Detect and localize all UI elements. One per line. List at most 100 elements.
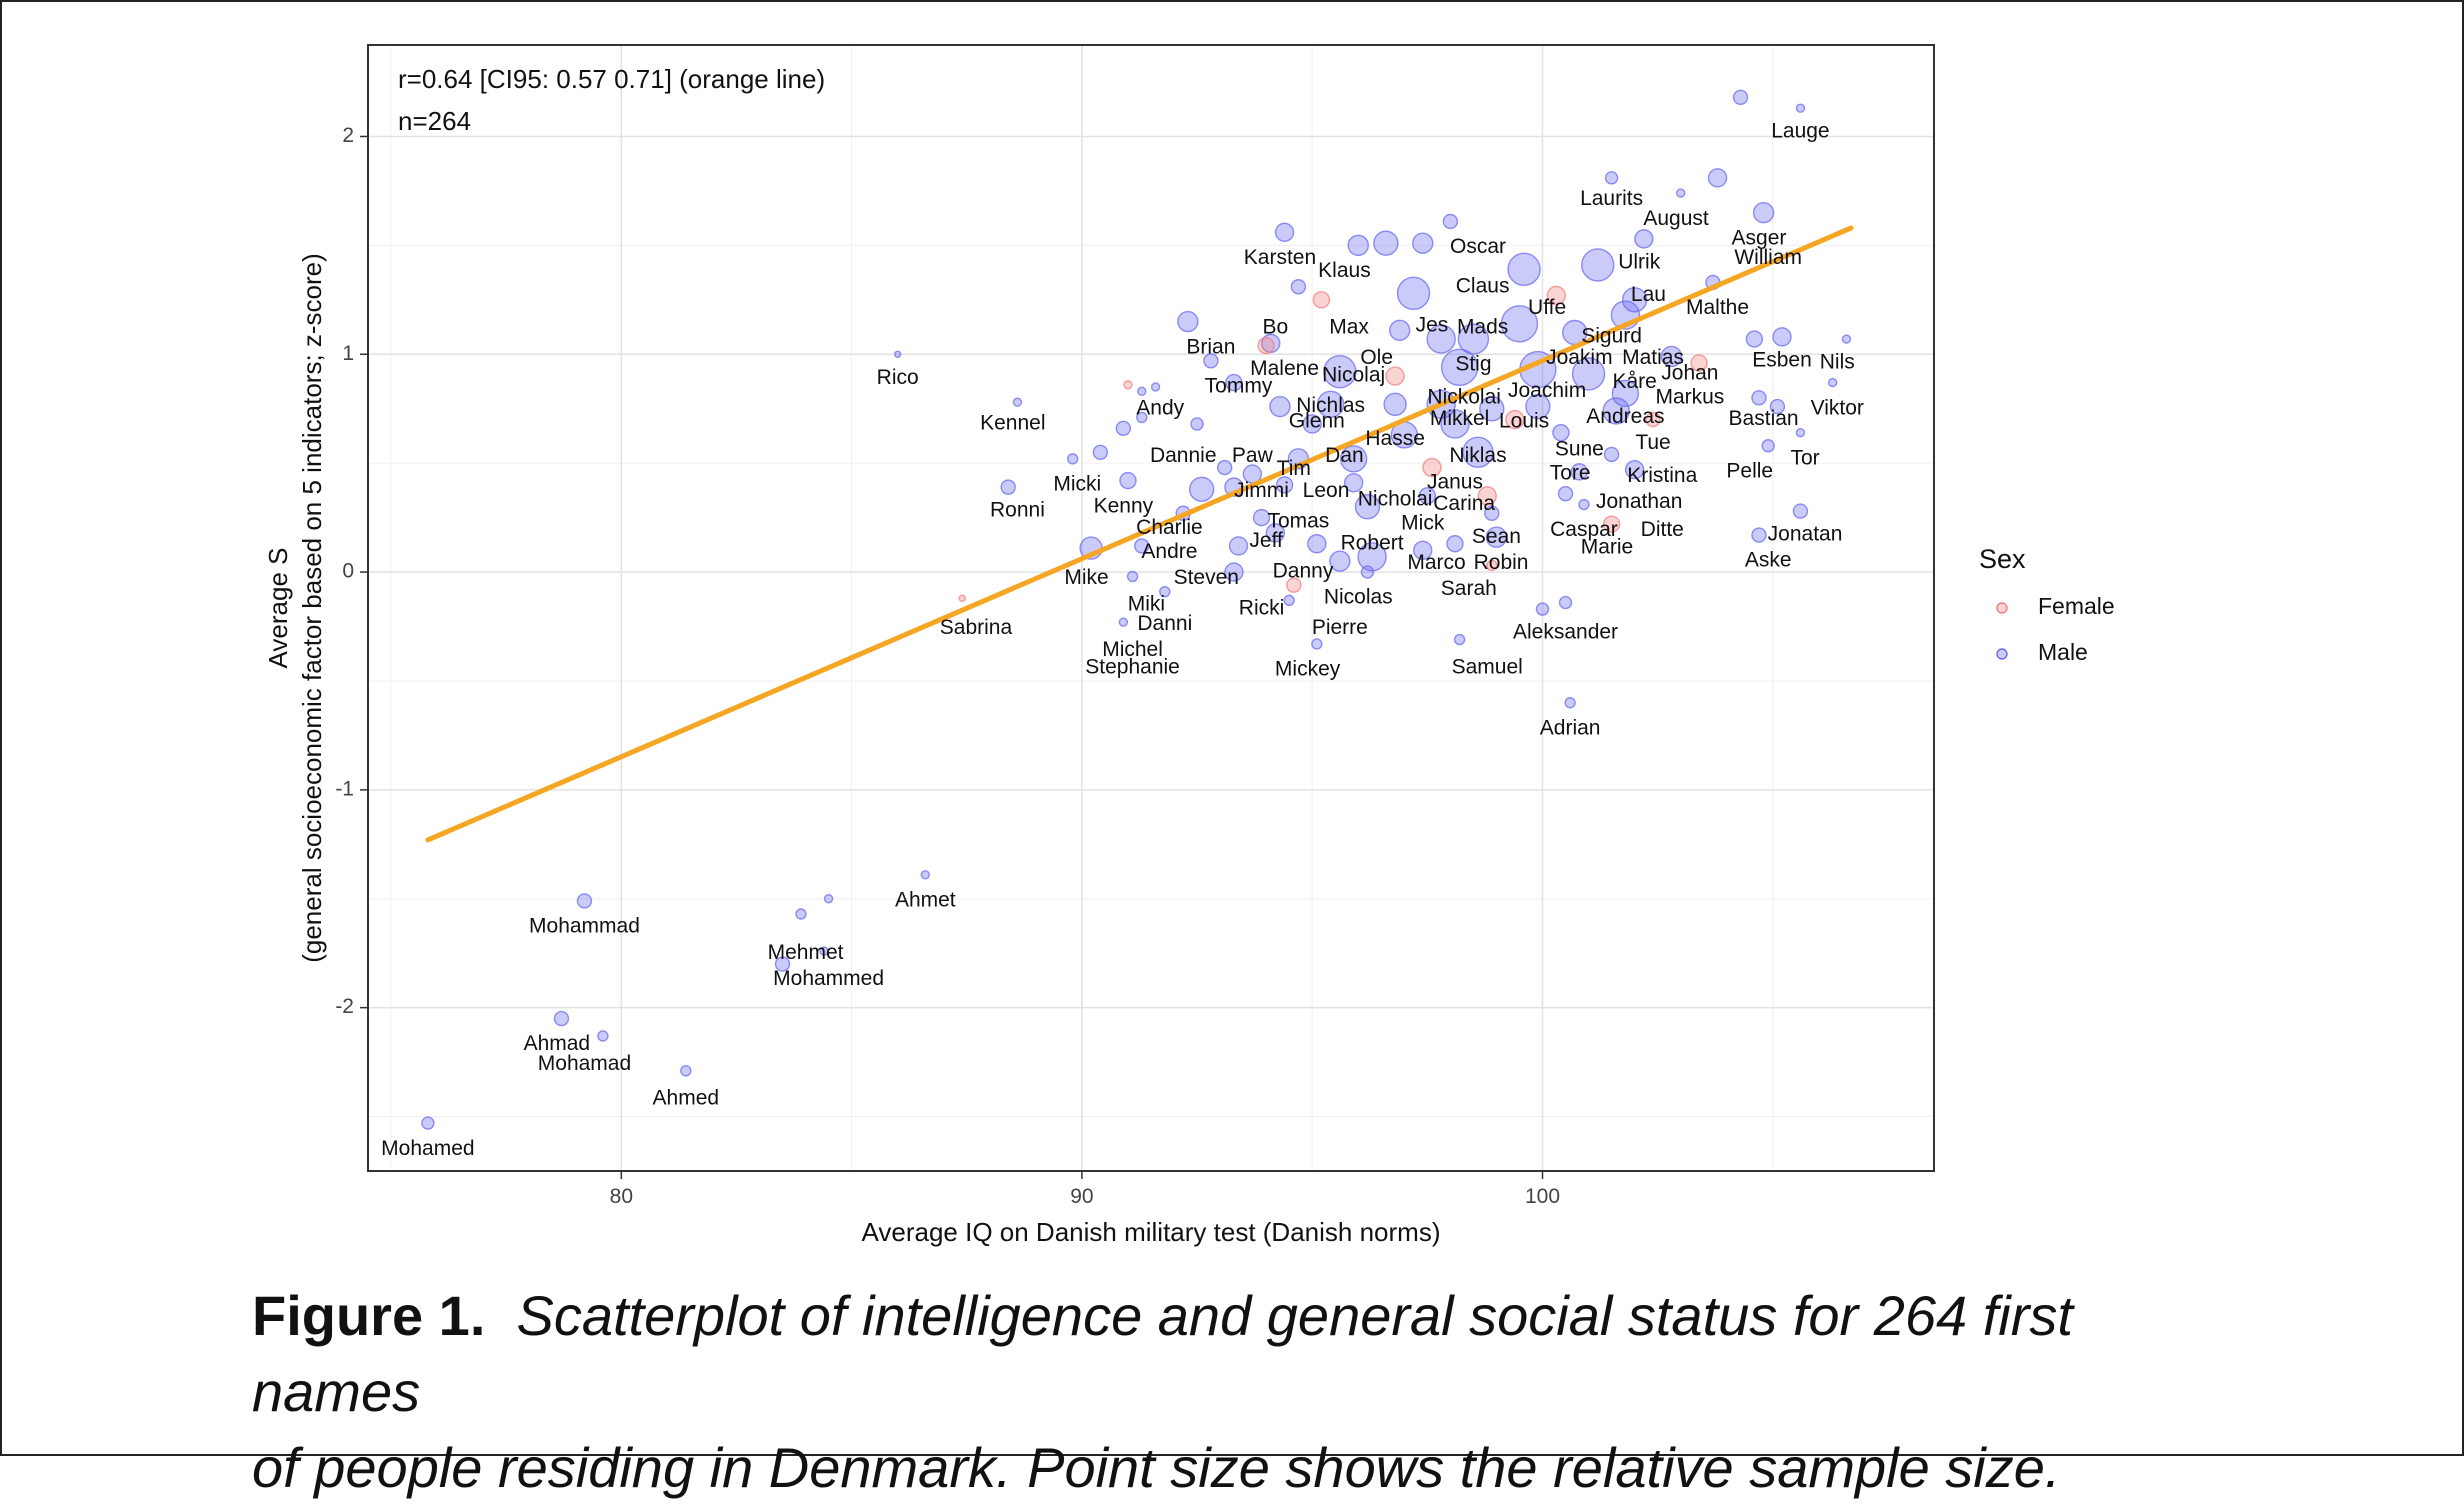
point-label: Kennel [980,412,1045,435]
point-label: Ricki [1239,597,1285,620]
point-label: Dan [1325,444,1364,467]
axis-ticks: 80 90 100 -2 -1 0 1 2 [335,124,1560,1208]
data-point [1203,353,1219,369]
data-point [1442,213,1459,230]
legend-swatch [1996,648,2008,660]
y-axis-title: Average S [263,548,293,669]
data-point [1603,446,1620,463]
point-label: Jonathan [1596,490,1682,513]
data-point [1611,379,1640,408]
data-point [1564,697,1576,709]
data-point [1761,439,1775,453]
point-label: Andy [1136,396,1184,419]
data-point [1119,471,1137,490]
data-point [1558,595,1573,610]
data-point [1602,515,1621,533]
data-point [1123,380,1133,390]
point-label: Ahmet [895,888,956,911]
data-point [1769,398,1786,415]
point-label: Andreas [1586,405,1664,428]
data-point [1224,562,1244,582]
point-label: Tue [1635,431,1670,454]
data-point [1126,570,1139,583]
x-tick-label: 90 [1070,1185,1093,1208]
point-label: Lau [1631,283,1666,306]
point-label: Nicolaj [1322,364,1385,387]
data-point [1500,305,1539,343]
point-label: Bo [1263,316,1289,339]
point-label: Mohamed [381,1137,474,1160]
data-point [1462,436,1494,468]
data-point [1795,103,1806,113]
y-axis-title: (general socioeconomic factor based on 5… [297,253,327,963]
point-label: Robert [1341,531,1404,554]
caption-line-2: of people residing in Denmark. Point siz… [252,1430,2252,1506]
caption-label: Figure 1. [252,1284,486,1347]
point-label: Pierre [1312,616,1368,639]
data-point [1485,526,1508,548]
data-point [1347,234,1369,257]
data-point [1012,397,1023,407]
data-point [1440,348,1479,387]
data-point [1707,168,1728,188]
point-label: Charlie [1136,516,1203,539]
legend-swatch [1996,602,2008,614]
data-point [1323,354,1357,389]
legend-title: Sex [1979,544,2026,574]
y-tick-label: 0 [342,560,354,583]
point-label: Nicholai [1358,488,1433,511]
point-label: Louis [1499,409,1549,432]
data-point [1360,565,1375,579]
data-point [1283,594,1295,607]
point-label: Nicolas [1324,586,1393,609]
point-label: Sean [1472,525,1521,548]
data-point [1389,319,1411,342]
legend-label: Male [2038,639,2088,665]
data-point [1552,423,1570,442]
data-point [1286,577,1302,593]
point-label: Tor [1790,446,1819,469]
point-label: Claus [1456,274,1510,297]
data-point [1265,523,1286,543]
data-point [1827,377,1838,388]
data-point [1581,248,1615,282]
data-point [1118,617,1129,627]
point-label: Aleksander [1513,621,1618,644]
data-point [1188,476,1215,503]
point-label: Lauge [1771,120,1829,143]
point-label: Andre [1141,540,1197,563]
point-label: Jonatan [1768,523,1843,546]
data-point [1418,487,1437,505]
point-label: Micki [1053,472,1101,495]
point-label: Aske [1745,549,1792,572]
point-label: Esben [1752,348,1812,371]
point-label: Adrian [1540,716,1601,739]
point-label: Stig [1455,353,1491,376]
point-label: Mohammed [773,967,884,990]
caption-text-2: of people residing in Denmark. Point siz… [252,1436,2061,1499]
gridlines [368,45,1934,1171]
data-point [1446,535,1464,553]
point-label: Niklas [1449,444,1506,467]
point-label: Paw [1232,444,1274,467]
data-point [1751,527,1767,543]
point-label: Glenn [1289,409,1345,432]
point-label: Marco [1407,551,1465,574]
point-label: Miki [1128,592,1165,615]
data-point [1136,411,1148,424]
data-point [1751,390,1767,406]
point-label: Mike [1064,566,1108,589]
point-label: Kåre [1612,370,1656,393]
point-label: Jes [1416,314,1449,337]
point-label: Samuel [1452,655,1523,678]
data-point [1115,420,1132,437]
point-label: Jeff [1249,529,1283,552]
point-label: Dannie [1150,444,1217,467]
data-point [553,1010,570,1027]
data-point [774,956,791,972]
point-label: Bastian [1729,407,1799,430]
data-point [1257,336,1275,355]
figure-caption: Figure 1. Scatterplot of intelligence an… [252,1278,2252,1506]
point-label: Nichlas [1296,394,1365,417]
point-label: Uffe [1528,296,1566,319]
